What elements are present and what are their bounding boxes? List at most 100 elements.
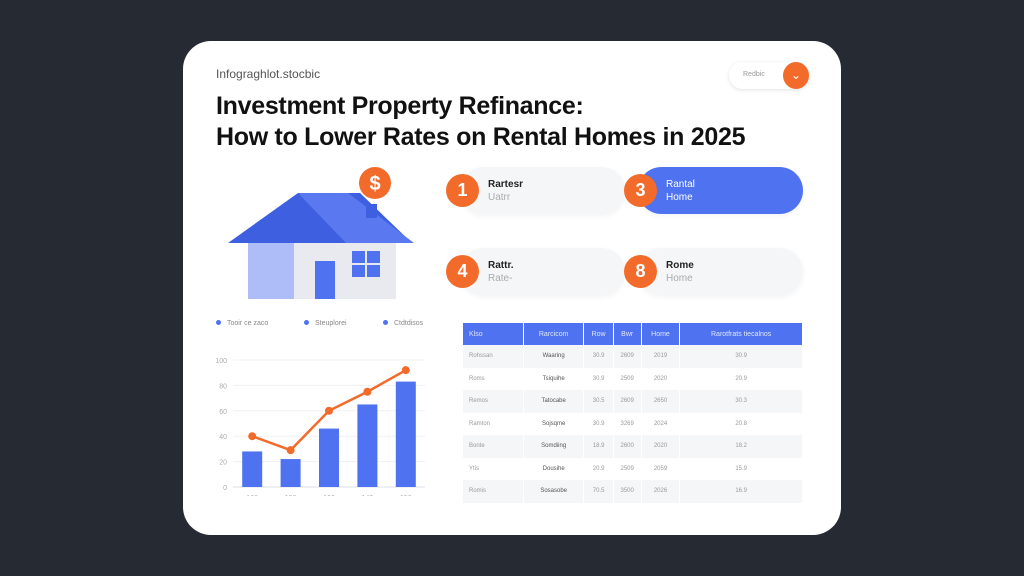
table-cell: 16.9	[680, 480, 802, 503]
table-cell: Tatocabe	[523, 390, 584, 413]
step-card[interactable]: 4 Rattr. Rate-	[446, 248, 625, 295]
menu-dropdown[interactable]: Redbic ⌄	[729, 62, 809, 89]
y-tick-label: 20	[219, 460, 227, 467]
line-point	[401, 366, 410, 375]
table-cell: 2059	[653, 465, 668, 472]
table-row: Ytis Dousihe 20.9 2509 2059 15.9	[463, 458, 802, 481]
table-cell: 2024	[653, 420, 668, 427]
table-cell: Romis	[463, 480, 523, 503]
table-cell: 2509	[620, 375, 634, 382]
chevron-down-icon[interactable]: ⌄	[783, 62, 809, 89]
y-tick-label: 40	[219, 434, 227, 441]
table-cell: 30.5	[584, 390, 613, 413]
bar	[395, 381, 416, 487]
step-title: Rome	[666, 260, 694, 271]
brand-label: Infograghlot.stocbic	[216, 67, 321, 81]
step-title: Rattr.	[488, 260, 514, 271]
page-title: Investment Property Refinance: How to Low…	[216, 92, 746, 151]
table-cell: 15.9	[735, 465, 747, 472]
legend-item: Steuplorei	[304, 320, 347, 327]
step-title: Rartesr	[488, 179, 524, 190]
table-cell: Remos	[463, 390, 523, 413]
table-cell: 3500	[613, 480, 641, 503]
column-header: Bwr	[613, 323, 641, 345]
x-tick-label: 166	[323, 495, 335, 496]
house-illustration: $	[228, 167, 414, 299]
bar	[319, 428, 339, 487]
table-cell: Somdiing	[523, 435, 584, 458]
bar	[280, 459, 301, 487]
table-row: Ramton Sojsqme 30.9 3269 2024 20.8	[463, 413, 802, 436]
table-cell: 2609	[613, 390, 641, 413]
step-card[interactable]: 3 Rantal Home	[624, 167, 803, 214]
table-cell: 30.9	[680, 345, 802, 368]
line-point	[286, 446, 295, 455]
step-number: 3	[624, 174, 657, 207]
y-tick-label: 0	[223, 485, 227, 492]
bar	[357, 404, 378, 487]
x-tick-label: 140	[362, 495, 374, 496]
step-subtitle: Home	[666, 192, 693, 203]
step-subtitle: Uatrr	[488, 192, 511, 203]
step-subtitle: Rate-	[488, 273, 513, 284]
legend-item: Tooir ce zaco	[216, 320, 268, 327]
table-cell: 2650	[641, 390, 680, 413]
step-card[interactable]: 1 Rartesr Uatrr	[446, 167, 625, 214]
table-cell: 2026	[641, 480, 680, 503]
table-cell: Sosasobe	[523, 480, 584, 503]
line-point	[248, 432, 257, 441]
y-tick-label: 60	[219, 409, 227, 416]
table-cell: 18.9	[584, 435, 613, 458]
column-header: Home	[641, 323, 680, 345]
table-cell: 20.9	[735, 375, 747, 382]
step-card[interactable]: 8 Rome Home	[624, 248, 803, 295]
step-number: 4	[446, 255, 479, 288]
table-cell: Roms	[469, 375, 485, 382]
table-cell: Waaring	[523, 345, 584, 368]
step-title: Rantal	[666, 179, 695, 190]
table-cell: 18.2	[680, 435, 802, 458]
legend-item: Ctdtdisos	[383, 320, 423, 327]
table-cell: 30.3	[680, 390, 802, 413]
y-tick-label: 80	[219, 383, 227, 390]
table-cell: 2509	[620, 465, 634, 472]
x-tick-label: 156	[400, 495, 412, 496]
line-point	[325, 406, 333, 415]
column-header: Rarotfrats tiecalnos	[680, 323, 802, 345]
table-row: Bonte Somdiing 18.9 2600 2020 18.2	[463, 435, 802, 458]
table-cell: Ramton	[469, 420, 491, 427]
table-cell: 2609	[613, 345, 641, 368]
table-cell: 2600	[613, 435, 641, 458]
table-cell: Tsiquihe	[542, 375, 565, 382]
table-cell: 30.9	[592, 375, 605, 382]
table-cell: 3269	[620, 420, 634, 427]
y-tick-label: 100	[215, 358, 227, 365]
table-row: Roms Tsiquihe 30.9 2509 2020 20.9	[463, 368, 802, 391]
x-tick-label: 190	[285, 495, 297, 496]
svg-text:$: $	[369, 173, 380, 195]
bar	[242, 451, 263, 487]
table-cell: 30.9	[584, 345, 613, 368]
line-point	[363, 387, 372, 396]
table-cell: 30.9	[592, 420, 605, 427]
table-cell: 70.5	[584, 480, 613, 503]
table-cell: 20.9	[592, 465, 605, 472]
table-cell: Rohssan	[463, 345, 523, 368]
table-row: Remos Tatocabe 30.5 2609 2650 30.3	[463, 390, 802, 413]
table-row: Rohssan Waaring 30.9 2609 2019 30.9	[463, 345, 802, 368]
step-subtitle: Home	[666, 273, 693, 284]
table-cell: Dousihe	[542, 465, 565, 472]
menu-label: Redbic	[743, 71, 765, 78]
dollar-icon	[359, 167, 391, 199]
table-cell: 20.8	[735, 420, 747, 427]
column-header: Rarcicom	[523, 323, 584, 345]
table-cell: 2019	[641, 345, 680, 368]
column-header: Klso	[463, 323, 523, 345]
table-cell: Ytis	[469, 465, 480, 472]
table-cell: 2020	[653, 375, 668, 382]
table-cell: Sojsqme	[541, 420, 566, 427]
step-number: 1	[446, 174, 479, 207]
table-cell: Bonte	[463, 435, 523, 458]
column-header: Row	[584, 323, 613, 345]
bar-line-chart: 0 20 40 60 80 100 166 190 166 140 156	[215, 358, 425, 496]
